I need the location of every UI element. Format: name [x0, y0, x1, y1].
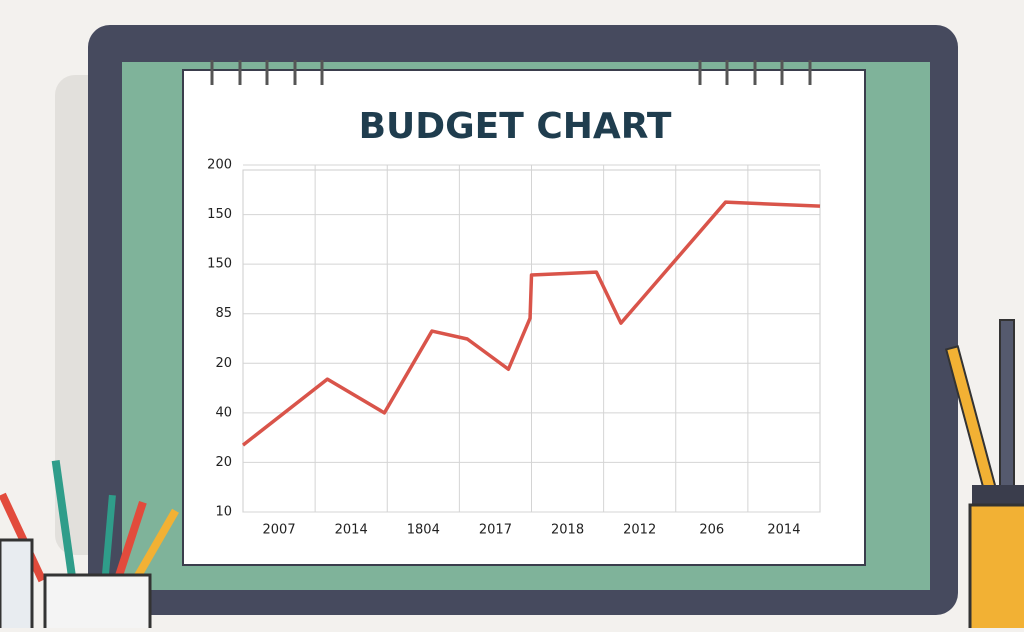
spiral-rings: [210, 60, 812, 85]
x-tick-label: 2012: [623, 523, 656, 538]
x-tick-label: 206: [699, 523, 724, 538]
x-tick-label: 1804: [407, 523, 440, 538]
pencil-cup-right: [944, 319, 1024, 632]
x-tick-label: 2018: [551, 523, 584, 538]
x-tick-label: 2014: [335, 523, 368, 538]
y-tick-label: 150: [207, 257, 232, 272]
y-tick-label: 10: [215, 505, 232, 520]
x-tick-label: 2017: [479, 523, 512, 538]
pencil-cup-left: [0, 460, 179, 632]
paper: [182, 69, 866, 566]
x-tick-label: 2007: [263, 523, 296, 538]
y-tick-label: 200: [207, 158, 232, 173]
y-tick-label: 20: [215, 356, 232, 371]
data-line: [241, 200, 821, 447]
y-tick-label: 150: [207, 207, 232, 222]
y-tick-label: 85: [215, 306, 232, 321]
x-tick-label: 2014: [767, 523, 800, 538]
chart-title: BUDGET CHART: [359, 106, 672, 147]
y-tick-label: 20: [215, 455, 232, 470]
y-tick-label: 40: [215, 405, 232, 420]
